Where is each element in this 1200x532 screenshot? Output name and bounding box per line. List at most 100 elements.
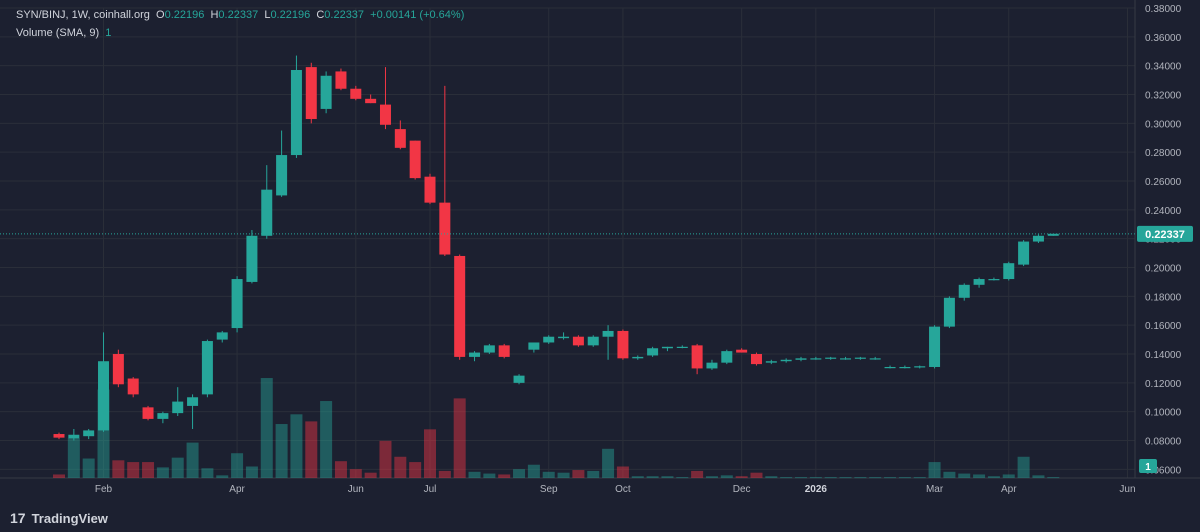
candle-body <box>706 362 718 369</box>
candle[interactable] <box>261 165 273 239</box>
candles <box>53 55 1059 441</box>
volume-bar <box>527 464 540 478</box>
candle[interactable] <box>602 325 614 360</box>
candle[interactable] <box>290 55 302 158</box>
candle[interactable] <box>394 120 406 150</box>
volume-bar <box>898 477 911 479</box>
candle[interactable] <box>558 332 570 340</box>
candle[interactable] <box>439 85 451 256</box>
candle[interactable] <box>1032 234 1044 243</box>
candle-body <box>1018 241 1030 265</box>
candle[interactable] <box>498 343 510 359</box>
candle[interactable] <box>142 405 154 421</box>
candle-body <box>1047 233 1059 236</box>
volume-bar <box>424 429 436 478</box>
candle[interactable] <box>276 130 288 197</box>
candle[interactable] <box>854 356 866 360</box>
candle[interactable] <box>587 335 599 347</box>
candle[interactable] <box>884 365 896 369</box>
candle[interactable] <box>53 432 65 440</box>
candle-body <box>157 413 169 419</box>
candle[interactable] <box>454 254 466 360</box>
candle[interactable] <box>736 348 748 353</box>
candle[interactable] <box>127 377 139 398</box>
candle[interactable] <box>246 230 258 284</box>
candle[interactable] <box>68 428 80 441</box>
candle[interactable] <box>112 349 124 388</box>
candle[interactable] <box>765 359 777 365</box>
candle-body <box>498 345 510 357</box>
candle[interactable] <box>172 387 184 417</box>
candle[interactable] <box>958 283 970 301</box>
candle[interactable] <box>676 345 688 349</box>
candle[interactable] <box>543 335 555 344</box>
volume-bar <box>720 475 733 478</box>
candle[interactable] <box>305 62 317 124</box>
candle[interactable] <box>721 349 733 365</box>
candle-body <box>795 358 807 360</box>
volume-bar <box>453 398 466 478</box>
candle[interactable] <box>1003 261 1015 281</box>
candle[interactable] <box>810 356 822 360</box>
candle[interactable] <box>973 277 985 288</box>
candle[interactable] <box>899 365 911 369</box>
volume-bar <box>260 378 273 478</box>
candle[interactable] <box>469 351 481 362</box>
candle[interactable] <box>617 329 629 360</box>
candle-body <box>290 69 302 156</box>
candle[interactable] <box>943 296 955 329</box>
low-value: 0.22196 <box>270 9 311 21</box>
candle[interactable] <box>795 356 807 362</box>
candle[interactable] <box>691 343 703 375</box>
candle-body <box>869 358 881 360</box>
candle[interactable] <box>350 85 362 101</box>
volume-bar <box>216 475 229 478</box>
candle[interactable] <box>528 342 540 353</box>
candle[interactable] <box>83 428 95 440</box>
candle[interactable] <box>914 365 926 369</box>
candle-body <box>602 330 614 337</box>
candle[interactable] <box>379 67 391 130</box>
candle[interactable] <box>1018 240 1030 267</box>
candle-body <box>973 279 985 285</box>
candle[interactable] <box>869 356 881 360</box>
candle[interactable] <box>365 94 377 104</box>
volume-bar <box>765 476 778 478</box>
candle[interactable] <box>780 358 792 363</box>
candle[interactable] <box>201 339 213 398</box>
candle-body <box>261 189 273 236</box>
candle[interactable] <box>572 335 584 347</box>
candle[interactable] <box>409 140 421 180</box>
candle[interactable] <box>335 68 347 91</box>
candle[interactable] <box>98 332 110 432</box>
x-tick-label: 2026 <box>805 484 828 495</box>
y-tick-label: 0.32000 <box>1145 91 1182 102</box>
candle[interactable] <box>840 356 852 360</box>
candle[interactable] <box>750 352 762 366</box>
x-tick-label: Feb <box>95 484 113 495</box>
candle[interactable] <box>187 394 199 429</box>
candle[interactable] <box>661 346 673 352</box>
candle-body <box>379 104 391 125</box>
close-label: C <box>316 9 325 21</box>
candle-body <box>543 336 555 343</box>
candle[interactable] <box>706 359 718 370</box>
candle[interactable] <box>424 173 436 205</box>
candle[interactable] <box>157 411 169 424</box>
candle-body <box>469 352 481 357</box>
candle[interactable] <box>825 356 837 360</box>
candle[interactable] <box>988 277 1000 281</box>
ohlc-row: SYN/BINJ, 1W, coinhall.org O0.22196 H0.2… <box>16 6 464 24</box>
candle[interactable] <box>320 71 332 114</box>
candle[interactable] <box>231 276 243 333</box>
tradingview-logo[interactable]: 17 TradingView <box>10 510 108 526</box>
candle-body <box>394 129 406 148</box>
candle-body <box>647 348 659 356</box>
candle[interactable] <box>647 346 659 357</box>
candle[interactable] <box>513 374 525 385</box>
candle[interactable] <box>929 325 941 369</box>
candle[interactable] <box>483 343 495 355</box>
candle[interactable] <box>216 330 228 343</box>
candle[interactable] <box>632 355 644 360</box>
